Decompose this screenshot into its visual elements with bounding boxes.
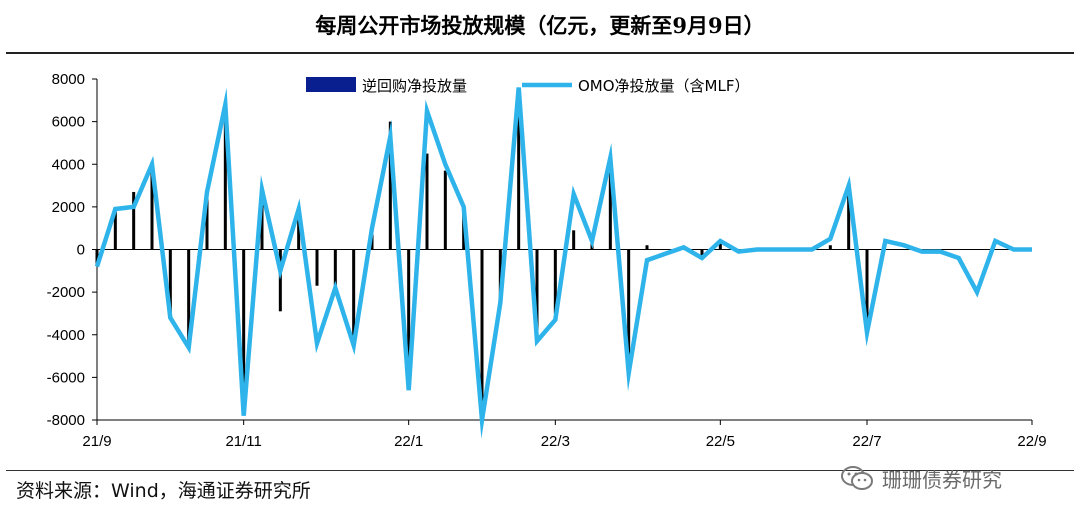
- wechat-icon: [841, 466, 873, 490]
- bar: [315, 249, 319, 286]
- bar: [700, 249, 704, 259]
- x-tick-label: 22/9: [1017, 433, 1046, 450]
- bar: [572, 230, 576, 250]
- bar: [425, 153, 429, 250]
- footer-divider: [6, 470, 1074, 471]
- bar: [242, 249, 246, 406]
- bar: [223, 115, 227, 250]
- bar: [297, 217, 301, 250]
- y-tick-label: -4000: [47, 327, 85, 344]
- y-tick-label: 6000: [52, 114, 85, 131]
- watermark: 珊珊债券研究: [840, 462, 1070, 494]
- x-tick-label: 22/3: [541, 433, 570, 450]
- bar: [517, 89, 521, 250]
- y-axis: 8000 6000 4000 2000 0 -2000 -4000 -6000 -8000: [47, 71, 98, 429]
- bar: [150, 170, 154, 250]
- title-divider: [6, 52, 1074, 54]
- x-tick-label: 22/5: [706, 433, 735, 450]
- bar: [645, 245, 649, 250]
- bar: [627, 249, 631, 369]
- y-tick-label: -6000: [47, 369, 85, 386]
- x-tick-label: 22/7: [852, 433, 881, 450]
- bar: [847, 187, 851, 250]
- bar: [608, 172, 612, 250]
- bar: [352, 249, 356, 340]
- bar: [535, 249, 539, 340]
- bar: [278, 249, 282, 312]
- y-tick-label: 4000: [52, 156, 85, 173]
- y-tick-label: -8000: [47, 412, 85, 429]
- legend-line-label: OMO净投放量（含MLF）: [578, 77, 749, 95]
- x-tick-label: 22/1: [394, 433, 423, 450]
- bar: [718, 243, 722, 250]
- bar: [333, 249, 337, 293]
- y-tick-label: 2000: [52, 199, 85, 216]
- bar: [388, 121, 392, 250]
- y-tick-label: 0: [77, 242, 85, 259]
- legend-bar-label: 逆回购净投放量: [362, 77, 467, 95]
- chart-canvas: 8000 6000 4000 2000 0 -2000 -4000 -6000 -8000 21…: [47, 71, 1047, 450]
- bar: [113, 209, 117, 250]
- bar: [553, 249, 557, 314]
- bar: [187, 249, 191, 346]
- bar: [260, 194, 264, 250]
- omo-line: [94, 87, 1032, 439]
- bar-series: [95, 89, 869, 416]
- bar: [865, 249, 869, 327]
- bar: [443, 170, 447, 250]
- bar: [828, 245, 832, 250]
- line-series: [94, 87, 1033, 439]
- bar: [95, 249, 99, 265]
- x-tick-label: 21/11: [225, 433, 261, 450]
- bar: [480, 249, 484, 416]
- y-tick-label: 8000: [52, 71, 85, 88]
- source-note: 资料来源：Wind，海通证券研究所: [16, 480, 311, 502]
- bar: [205, 191, 209, 250]
- chart-title: 每周公开市场投放规模（亿元，更新至9月9日）: [315, 13, 765, 38]
- bar: [168, 249, 172, 318]
- bar: [407, 249, 411, 382]
- y-tick-label: -2000: [47, 284, 85, 301]
- bar: [132, 191, 136, 250]
- legend-bar-swatch: [306, 77, 356, 92]
- legend: 逆回购净投放量 OMO净投放量（含MLF）: [306, 77, 749, 95]
- x-tick-label: 21/9: [82, 433, 111, 450]
- x-axis: 21/9 21/11 22/1 22/3 22/5 22/7 22/9: [82, 249, 1047, 450]
- watermark-text: 珊珊债券研究: [882, 467, 1002, 492]
